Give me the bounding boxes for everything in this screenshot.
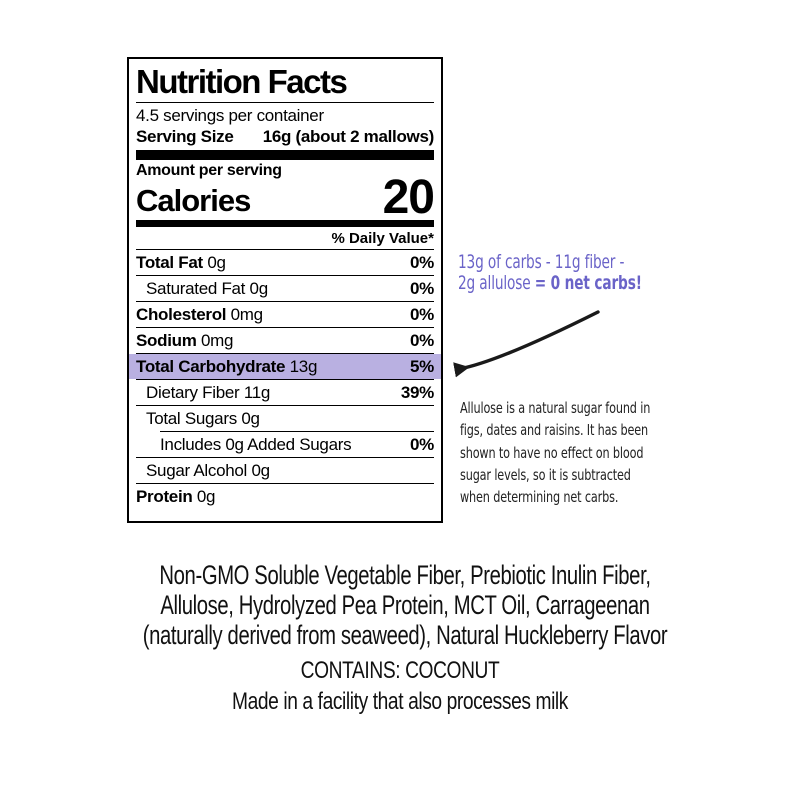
allulose-line: figs, dates and raisins. It has been (460, 421, 649, 440)
nutrient-name: Total Sugars (146, 408, 237, 428)
allulose-line: sugar levels, so it is subtracted (460, 465, 631, 484)
nutrient-row-total-sugars: Total Sugars 0g (136, 406, 434, 431)
nutrient-amount: 0mg (230, 304, 263, 324)
divider (136, 379, 434, 380)
contains-statement: CONTAINS: COCONUT (300, 657, 500, 684)
nutrient-row-saturated-fat: Saturated Fat 0g 0% (136, 276, 434, 301)
ingredients-list: Non-GMO Soluble Vegetable Fiber, Prebiot… (105, 560, 705, 650)
divider (136, 327, 434, 328)
nutrient-name: Sugar Alcohol (146, 460, 248, 480)
divider (136, 483, 434, 484)
allergen-statement: CONTAINS: COCONUT Made in a facility tha… (80, 655, 720, 717)
nutrient-dv: 39% (400, 382, 434, 402)
nutrient-dv: 0% (410, 252, 434, 272)
thick-divider (136, 150, 434, 160)
net-carbs-note-line2: 2g allulose = 0 net carbs! (458, 272, 642, 294)
nutrient-amount: 13g (289, 356, 318, 376)
divider (136, 457, 434, 458)
nutrient-row-total-carbohydrate-highlighted: Total Carbohydrate 13g 5% (129, 354, 441, 379)
nutrient-dv: 0% (410, 330, 434, 350)
nutrient-name: Total Carbohydrate (136, 356, 286, 376)
nutrient-name: Total Fat (136, 252, 203, 272)
nutrient-row-sugar-alcohol: Sugar Alcohol 0g (136, 458, 434, 483)
allulose-line: shown to have no effect on blood (460, 443, 644, 462)
nutrient-amount: 11g (243, 382, 271, 402)
nutrient-row-total-fat: Total Fat 0g 0% (136, 250, 434, 275)
divider (136, 249, 434, 250)
arrow-to-carbs-icon (453, 310, 600, 378)
nutrient-name: Protein (136, 486, 193, 506)
nutrient-row-protein: Protein 0g (136, 484, 434, 509)
calories-row: Calories 20 (136, 171, 435, 224)
amount-per-serving-label: Amount per serving (136, 162, 282, 179)
divider (136, 275, 434, 276)
nutrient-name: Dietary Fiber (146, 382, 240, 402)
allulose-line: when determining net carbs. (460, 488, 619, 507)
medium-divider (136, 220, 434, 227)
nutrition-facts-label: Nutrition Facts 4.5 servings per contain… (127, 57, 443, 523)
nutrient-name: Cholesterol (136, 304, 227, 324)
nutrient-amount: 0mg (200, 330, 234, 350)
nutrient-amount: 0g (196, 486, 216, 506)
nutrient-dv: 0% (410, 434, 434, 454)
nutrient-dv: 5% (410, 356, 434, 376)
divider (136, 301, 434, 302)
nutrient-amount: 0g (249, 278, 269, 298)
serving-size-row: Serving Size 16g (about 2 mallows) (136, 126, 434, 147)
nutrient-row-cholesterol: Cholesterol 0mg 0% (136, 302, 434, 327)
calories-label: Calories (136, 183, 251, 218)
nutrient-amount: 0g (241, 408, 260, 428)
ingredients-line3: (naturally derived from seaweed), Natura… (142, 620, 668, 650)
nutrient-row-dietary-fiber: Dietary Fiber 11g 39% (136, 380, 434, 405)
allulose-explanation: Allulose is a natural sugar found in fig… (460, 397, 650, 508)
servings-per-container: 4.5 servings per container (136, 106, 324, 125)
nutrient-dv: 0% (410, 278, 434, 298)
nutrient-row-sodium: Sodium 0mg 0% (136, 328, 434, 353)
serving-size-label: Serving Size (136, 127, 234, 146)
divider (136, 405, 434, 406)
nutrient-name: Includes 0g Added Sugars (160, 434, 352, 454)
net-carbs-note-line1: 13g of carbs - 11g fiber - (458, 251, 625, 273)
facility-statement: Made in a facility that also processes m… (231, 688, 569, 715)
divider (136, 353, 434, 354)
calories-value: 20 (382, 171, 435, 224)
serving-size-value: 16g (about 2 mallows) (262, 127, 435, 146)
nutrient-amount: 0g (207, 252, 226, 272)
allulose-line: Allulose is a natural sugar found in (460, 399, 651, 417)
divider-indented (160, 431, 434, 432)
daily-value-header: % Daily Value* (331, 230, 434, 247)
nutrient-name: Saturated Fat (146, 278, 246, 298)
ingredients-line1: Non-GMO Soluble Vegetable Fiber, Prebiot… (159, 560, 651, 590)
nutrient-amount: 0g (251, 460, 270, 480)
nutrient-dv: 0% (410, 304, 434, 324)
nutrient-row-added-sugars: Includes 0g Added Sugars 0% (136, 432, 434, 457)
net-carbs-note: 13g of carbs - 11g fiber - 2g allulose =… (458, 252, 642, 294)
label-title: Nutrition Facts (136, 64, 434, 103)
nutrient-name: Sodium (136, 330, 197, 350)
ingredients-line2: Allulose, Hydrolyzed Pea Protein, MCT Oi… (160, 590, 650, 620)
